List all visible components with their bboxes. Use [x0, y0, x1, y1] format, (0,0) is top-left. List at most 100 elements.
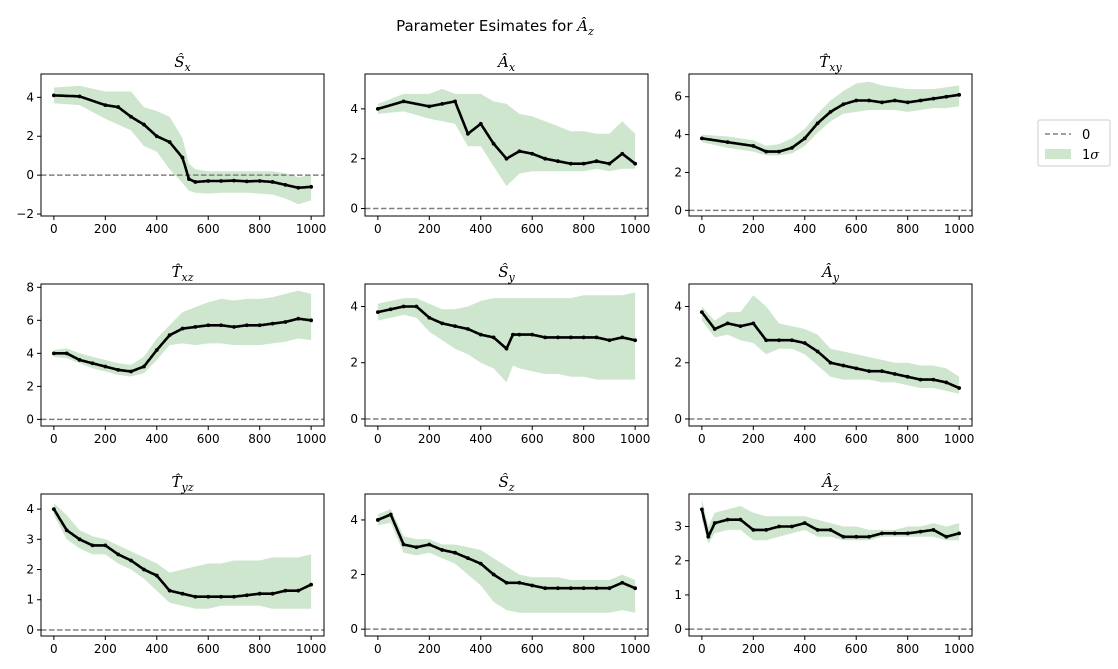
estimate-point [180, 326, 185, 331]
x-tick-label: 400 [793, 222, 816, 236]
estimate-point [206, 179, 211, 183]
estimate-point [517, 149, 522, 154]
estimate-point [427, 315, 432, 320]
estimate-point [453, 550, 457, 555]
estimate-point [375, 310, 380, 315]
legend-band-label: 1σ [1082, 148, 1100, 163]
x-tick-label: 200 [94, 432, 117, 446]
estimate-point [51, 507, 56, 512]
y-tick-label: 4 [674, 128, 682, 142]
title-subscript: yz [181, 481, 194, 494]
estimate-point [777, 524, 781, 529]
estimate-point [764, 338, 769, 343]
estimate-point [568, 335, 573, 340]
x-tick-label: 200 [742, 642, 765, 656]
estimate-point [581, 161, 586, 166]
estimate-point [725, 517, 730, 522]
axes-frame [364, 283, 649, 427]
estimate-point [854, 98, 859, 103]
plot-area [365, 509, 648, 630]
subplot-title: Âz [820, 473, 839, 494]
estimate-point [777, 149, 781, 154]
estimate-point [957, 92, 962, 97]
estimate-point [270, 180, 275, 184]
x-tick-label: 800 [572, 222, 595, 236]
axes-frame [40, 493, 325, 637]
estimate-point [309, 582, 314, 587]
x-tick-label: 0 [698, 432, 706, 446]
y-tick-label: 0 [674, 203, 682, 217]
title-subscript: y [508, 271, 516, 284]
estimate-point [219, 179, 223, 183]
x-tick-label: 200 [94, 642, 117, 656]
estimate-point [880, 100, 884, 105]
plot-area [41, 290, 324, 421]
estimate-point [892, 531, 897, 536]
x-tick-label: 1000 [944, 432, 975, 446]
estimate-point [594, 335, 599, 340]
estimate-point [142, 122, 146, 127]
estimate-point [142, 364, 146, 369]
estimate-point [620, 580, 625, 585]
y-tick-label: 2 [674, 356, 682, 370]
estimate-point [296, 588, 301, 593]
x-tick-label: 400 [469, 432, 492, 446]
x-tick-label: 600 [845, 222, 868, 236]
title-subscript: x [185, 61, 192, 74]
y-tick-label: 0 [674, 412, 682, 426]
y-tick-label: 1 [26, 593, 34, 607]
estimate-point [478, 332, 483, 337]
x-tick-label: 600 [521, 642, 544, 656]
y-tick-label: 4 [350, 299, 358, 313]
x-tick-label: 800 [248, 642, 271, 656]
legend: 0 1σ [1037, 119, 1111, 167]
estimate-point [815, 528, 820, 532]
estimate-point [790, 338, 794, 343]
x-tick-label: 200 [418, 222, 441, 236]
y-tick-label: 0 [26, 168, 34, 182]
estimate-point [511, 332, 515, 337]
estimate-point [309, 184, 314, 189]
estimate-point [232, 325, 236, 329]
plot-area [41, 85, 324, 205]
estimate-point [790, 145, 794, 150]
estimate-point [232, 178, 236, 183]
x-tick-label: 400 [793, 642, 816, 656]
estimate-point [568, 161, 573, 166]
estimate-point [725, 321, 730, 326]
estimate-point [77, 358, 82, 362]
x-tick-label: 200 [742, 432, 765, 446]
estimate-point [712, 521, 717, 525]
estimate-point [154, 348, 159, 352]
x-tick-label: 200 [418, 642, 441, 656]
sigma-band [53, 85, 312, 205]
subplot-title: Ŝz [498, 473, 514, 494]
y-tick-label: −2 [16, 207, 34, 221]
estimate-point [257, 323, 262, 328]
subplot-title: Âx [496, 53, 516, 74]
estimate-point [129, 558, 133, 563]
estimate-point [193, 180, 198, 184]
title-symbol: T̂ [171, 473, 182, 491]
estimate-point [388, 307, 393, 312]
estimate-point [699, 507, 704, 512]
x-tick-label: 1000 [944, 642, 975, 656]
estimate-point [854, 534, 859, 539]
estimate-point [777, 338, 781, 343]
legend-band-swatch [1045, 149, 1071, 159]
estimate-point [892, 98, 897, 103]
estimate-point [283, 320, 288, 324]
plot-area [41, 503, 324, 631]
estimate-point [154, 134, 159, 139]
title-symbol: Ŝ [498, 263, 508, 281]
estimate-point [283, 182, 288, 187]
title-symbol: Ŝ [174, 53, 184, 71]
estimate-point [581, 586, 586, 591]
estimate-point [620, 151, 625, 156]
estimate-point [270, 591, 275, 596]
estimate-point [478, 121, 483, 126]
estimate-point [244, 593, 249, 598]
legend-frame [1037, 119, 1111, 167]
y-tick-label: 2 [350, 356, 358, 370]
estimate-point [556, 586, 560, 591]
